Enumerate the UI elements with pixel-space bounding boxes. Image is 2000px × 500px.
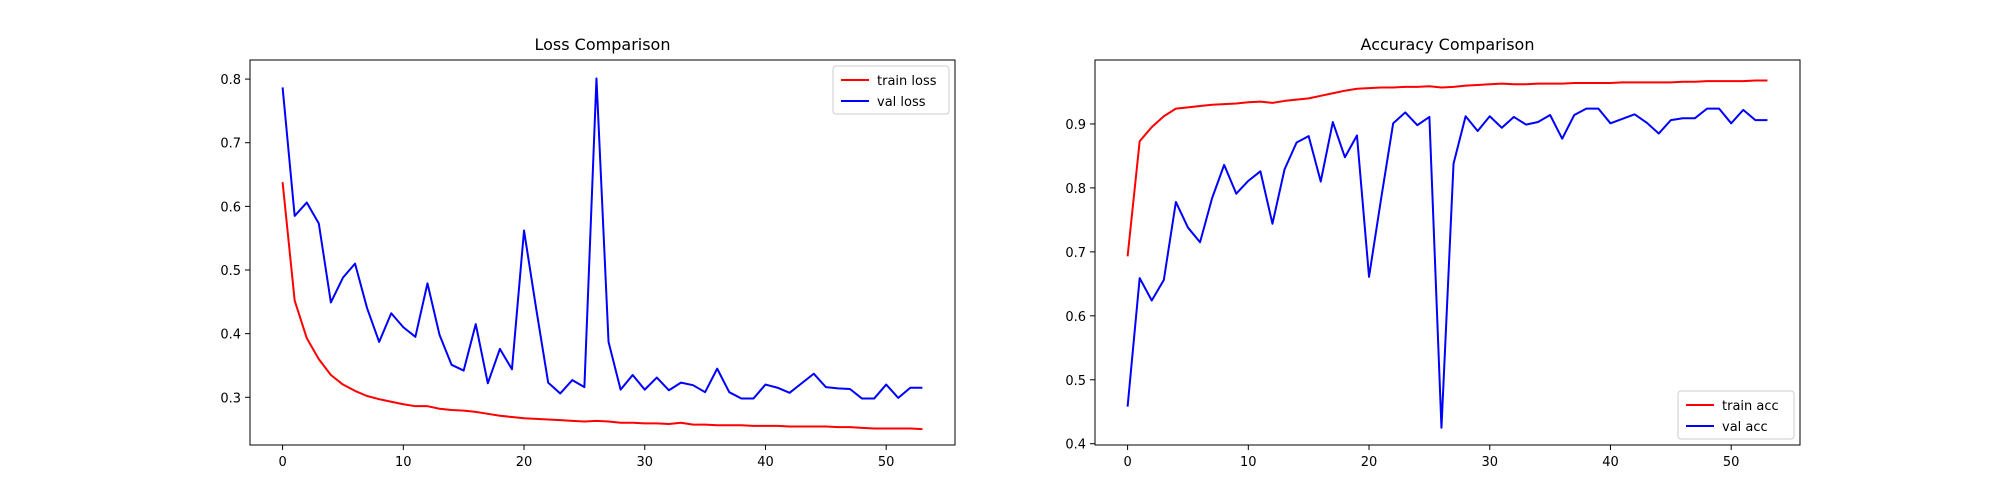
x-tick-label: 20 <box>1361 455 1378 470</box>
legend-label-val-loss: val loss <box>877 95 926 110</box>
series-line-val-acc <box>1126 107 1768 429</box>
chart-title: Loss Comparison <box>535 35 671 54</box>
y-tick-label: 0.7 <box>220 137 241 152</box>
x-tick-label: 40 <box>757 455 774 470</box>
legend-label-val-acc: val acc <box>1722 420 1768 435</box>
x-tick-label: 40 <box>1602 455 1619 470</box>
legend-label-train-acc: train acc <box>1722 399 1779 414</box>
accuracy-comparison-chart: Accuracy Comparison 0 10 20 30 40 50 0.4 0.5 0.6 0… <box>1065 35 1801 470</box>
x-tick-label: 20 <box>516 455 533 470</box>
x-tick-label: 30 <box>1481 455 1498 470</box>
y-tick-label: 0.6 <box>1065 310 1086 325</box>
legend-label-train-loss: train loss <box>877 74 937 89</box>
y-tick-label: 0.5 <box>220 264 241 279</box>
x-tick-label: 10 <box>1240 455 1257 470</box>
series-line-train-acc <box>1126 79 1768 257</box>
plot-frame <box>249 59 956 446</box>
legend: train loss val loss <box>832 65 950 115</box>
y-tick-label: 0.9 <box>1065 118 1086 133</box>
x-tick-label: 30 <box>636 455 653 470</box>
y-tick-label: 0.3 <box>220 391 241 406</box>
loss-comparison-chart: Loss Comparison 0 10 20 30 40 50 0.3 0.4 0.5 0.6 0.… <box>220 35 956 470</box>
y-tick-label: 0.8 <box>220 73 241 88</box>
x-tick-label: 10 <box>395 455 412 470</box>
x-tick-label: 50 <box>1723 455 1740 470</box>
series-line-val-loss <box>281 77 923 400</box>
x-tick-label: 0 <box>1123 455 1131 470</box>
y-tick-label: 0.7 <box>1065 246 1086 261</box>
chart-title: Accuracy Comparison <box>1361 35 1535 54</box>
x-tick-label: 0 <box>278 455 286 470</box>
y-tick-label: 0.6 <box>220 200 241 215</box>
y-tick-label: 0.5 <box>1065 374 1086 389</box>
plot-frame <box>1094 59 1801 446</box>
y-tick-label: 0.8 <box>1065 182 1086 197</box>
y-tick-label: 0.4 <box>220 328 241 343</box>
y-tick-label: 0.4 <box>1065 438 1086 453</box>
x-tick-label: 50 <box>878 455 895 470</box>
series-line-train-loss <box>281 182 923 431</box>
legend: train acc val acc <box>1677 390 1795 440</box>
